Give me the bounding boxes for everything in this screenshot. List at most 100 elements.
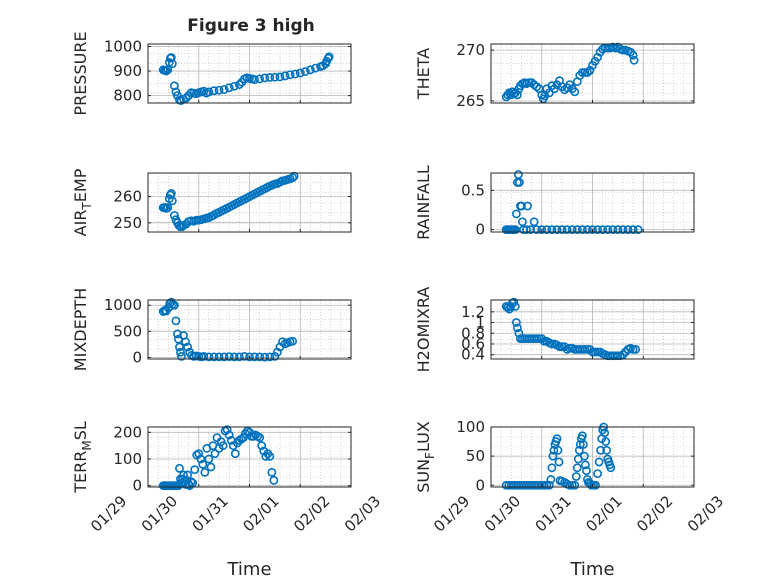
pressure-data-point bbox=[181, 93, 191, 103]
pressure-data-point bbox=[209, 86, 219, 96]
theta-data-point bbox=[618, 45, 628, 55]
sun-flux-x-axis-label: Time bbox=[569, 559, 614, 580]
rainfall-data-point bbox=[557, 225, 567, 235]
h2omixra-ytick-label: 0.4 bbox=[461, 346, 485, 364]
sun-flux-data-point bbox=[602, 445, 612, 455]
terr-msl-data-point bbox=[224, 430, 234, 440]
mixdepth-data-point bbox=[199, 351, 209, 361]
rainfall-data-point bbox=[526, 225, 535, 235]
theta-ytick-label: 270 bbox=[456, 41, 485, 59]
terr-msl-data-point bbox=[183, 470, 192, 480]
theta-y-axis-label: THETA bbox=[414, 48, 433, 100]
theta-data-point bbox=[628, 50, 638, 60]
h2omixra-data-point bbox=[547, 339, 557, 349]
air-temp-data-point bbox=[288, 173, 298, 183]
sun-flux-data-point bbox=[571, 472, 581, 481]
rainfall-data-point bbox=[517, 201, 526, 211]
sun-flux-data-point bbox=[546, 475, 556, 484]
air-temp-data-point bbox=[163, 203, 173, 213]
panel-pressure: 800 900 1000 PRESSURE bbox=[71, 31, 352, 116]
rainfall-data-point bbox=[547, 225, 557, 235]
rainfall-data-point bbox=[572, 225, 582, 235]
terr-msl-data-point bbox=[200, 467, 210, 477]
rainfall-y-axis-label: RAINFALL bbox=[414, 165, 433, 240]
mixdepth-data-point bbox=[209, 352, 219, 362]
rainfall-data-point bbox=[562, 225, 572, 235]
h2omixra-ytick-label: 0.8 bbox=[461, 324, 485, 342]
h2omixra-data-point bbox=[539, 336, 549, 346]
rainfall-data-point bbox=[593, 225, 602, 235]
mixdepth-data-point bbox=[181, 337, 190, 347]
air-temp-ytick-label: 250 bbox=[113, 214, 142, 232]
terr-msl-data-point bbox=[184, 479, 193, 489]
h2omixra-ytick-label: 0.6 bbox=[461, 335, 485, 353]
sun-flux-data-point bbox=[549, 445, 559, 455]
sun-flux-data-point bbox=[542, 480, 552, 490]
sun-flux-data-point bbox=[601, 437, 611, 446]
sun-flux-data-point bbox=[579, 451, 589, 461]
sun-flux-data-point bbox=[574, 445, 584, 455]
pressure-data-point bbox=[250, 75, 259, 85]
terr-msl-data-point bbox=[255, 433, 265, 443]
mixdepth-data-point bbox=[255, 352, 265, 362]
h2omixra-data-point bbox=[511, 318, 521, 327]
h2omixra-data-point bbox=[580, 344, 590, 354]
air-temp-data-point bbox=[169, 211, 179, 220]
mixdepth-data-point bbox=[250, 352, 259, 362]
mixdepth-data-point bbox=[204, 352, 214, 362]
terr-msl-data-point bbox=[210, 449, 220, 459]
rainfall-ytick-label: 0.5 bbox=[461, 181, 485, 199]
h2omixra-data-point bbox=[555, 342, 564, 352]
panel-theta: 265 270 THETA bbox=[414, 41, 695, 110]
mixdepth-data-point bbox=[229, 352, 239, 362]
mixdepth-y-axis-label: MIXDEPTH bbox=[71, 288, 90, 371]
pressure-data-point bbox=[285, 70, 295, 80]
sun-flux-data-point bbox=[565, 480, 575, 490]
mixdepth-data-point bbox=[245, 352, 254, 362]
sun-flux-data-point bbox=[552, 434, 562, 444]
terr-msl-y-axis-label: TERRMSL bbox=[71, 421, 94, 494]
pressure-data-point bbox=[324, 52, 334, 62]
sun-flux-data-point bbox=[547, 463, 557, 473]
terr-msl-x-axis-label: Time bbox=[226, 559, 271, 580]
theta-data-point bbox=[580, 68, 590, 77]
terr-msl-data-point bbox=[186, 477, 196, 487]
sun-flux-data-point bbox=[591, 480, 600, 490]
h2omixra-ytick-label: 1 bbox=[475, 314, 485, 332]
pressure-data-point bbox=[204, 87, 214, 97]
rainfall-data-point bbox=[598, 225, 608, 235]
rainfall-data-point bbox=[523, 201, 532, 211]
sun-flux-data-point bbox=[539, 480, 549, 490]
sun-flux-data-point bbox=[580, 460, 590, 470]
rainfall-data-point bbox=[515, 178, 524, 187]
figure-title: Figure 3 high bbox=[187, 16, 315, 36]
h2omixra-data-point bbox=[512, 323, 522, 333]
sun-flux-ytick-label: 100 bbox=[456, 418, 485, 436]
pressure-data-point bbox=[280, 71, 290, 81]
pressure-data-point bbox=[166, 53, 176, 62]
terr-msl-ytick-label: 200 bbox=[113, 423, 142, 441]
sun-flux-data-point bbox=[567, 480, 577, 490]
sun-flux-data-point bbox=[554, 457, 564, 467]
mixdepth-data-point bbox=[183, 342, 192, 352]
pressure-data-point bbox=[300, 67, 310, 76]
sun-flux-data-point bbox=[572, 463, 582, 473]
mixdepth-data-point bbox=[288, 336, 298, 346]
rainfall-data-point bbox=[588, 225, 597, 235]
sun-flux-data-point bbox=[544, 480, 554, 490]
mixdepth-data-point bbox=[260, 352, 270, 362]
mixdepth-ytick-label: 500 bbox=[113, 322, 142, 340]
pressure-ytick-label: 800 bbox=[113, 87, 142, 105]
pressure-data-point bbox=[290, 69, 300, 79]
air-temp-data-point bbox=[167, 196, 177, 206]
sun-flux-data-point bbox=[594, 457, 604, 467]
sun-flux-data-point bbox=[596, 445, 606, 455]
sun-flux-data-point bbox=[606, 463, 616, 473]
mixdepth-data-point bbox=[240, 351, 249, 361]
terr-msl-data-point bbox=[206, 462, 216, 472]
terr-msl-data-point bbox=[204, 454, 214, 464]
theta-data-point bbox=[570, 87, 580, 97]
sun-flux-data-point bbox=[548, 451, 558, 461]
pressure-data-point bbox=[270, 72, 280, 82]
